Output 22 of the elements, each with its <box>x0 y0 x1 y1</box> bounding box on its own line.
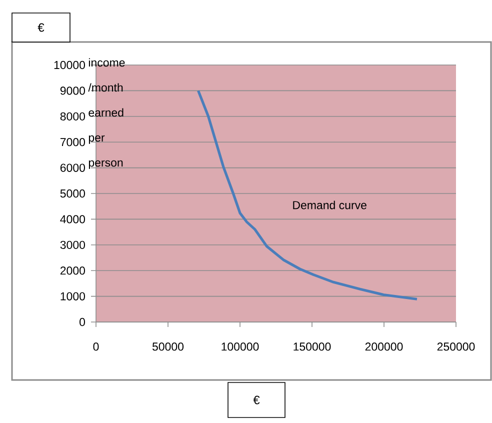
text: income /month earned per person <box>88 58 125 169</box>
x-tick-label: 0 <box>93 342 99 351</box>
x-tick-label: 100000 <box>222 342 259 351</box>
y-tick-label: 7000 <box>60 138 86 146</box>
annotation: Demand curve <box>293 200 366 210</box>
y-tick-label: 8000 <box>60 112 86 120</box>
x-tick-label: 200000 <box>365 342 403 351</box>
y-tick-label: 2000 <box>60 266 86 275</box>
x-axis-title: € <box>253 396 260 404</box>
y-tick-label: 4000 <box>60 215 86 224</box>
x-tick-label: 250000 <box>437 342 475 351</box>
y-tick-label: 9000 <box>60 86 86 95</box>
y-tick-label: 6000 <box>60 164 86 172</box>
y-tick-label: 5000 <box>60 189 86 198</box>
y-tick-label: 0 <box>80 318 86 326</box>
y-axis-title: € <box>38 23 44 32</box>
x-tick-label: 150000 <box>294 342 331 351</box>
y-tick-label: 1000 <box>60 292 86 300</box>
y-tick-label: 3000 <box>60 240 86 249</box>
line-series <box>196 89 418 300</box>
y-tick-label: 10000 <box>54 60 86 70</box>
x-tick-label: 50000 <box>152 342 184 351</box>
